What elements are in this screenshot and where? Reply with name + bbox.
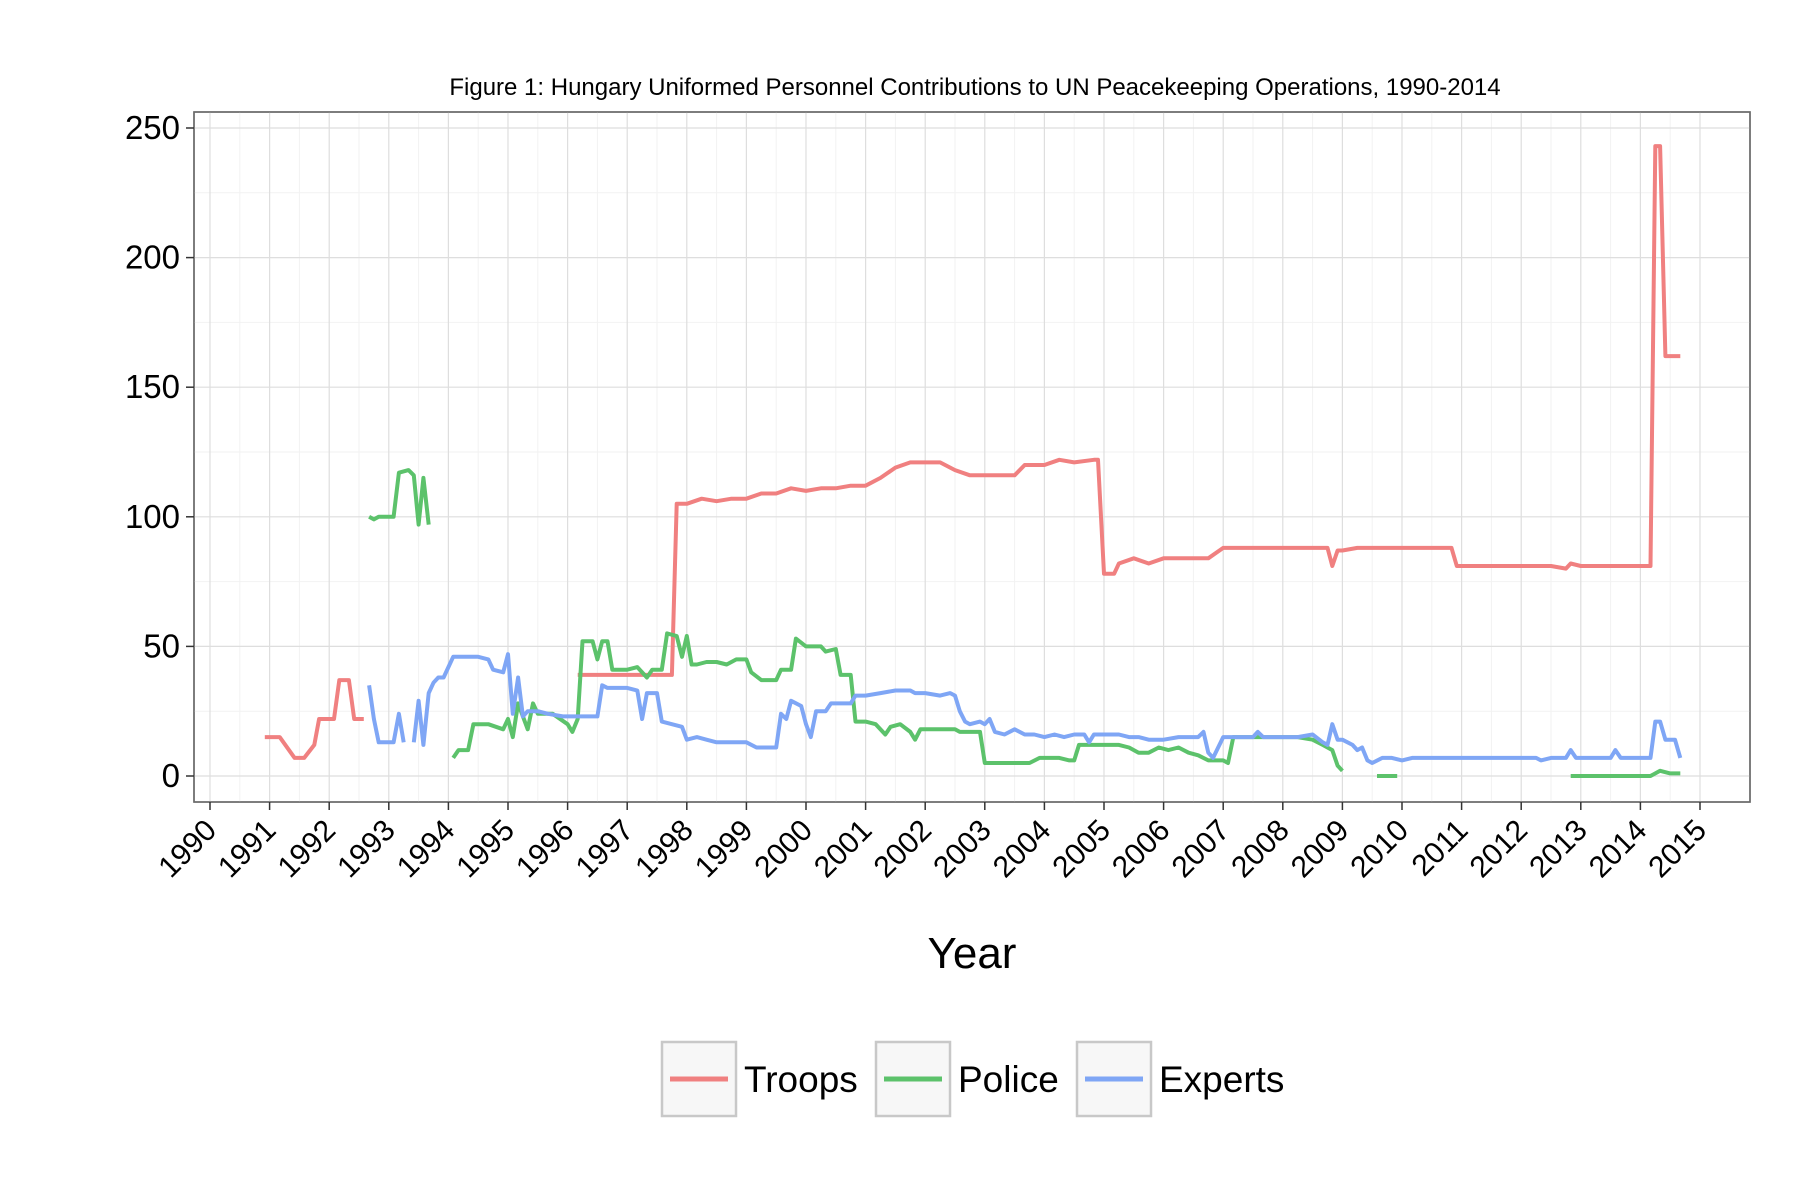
series-line-police (368, 468, 431, 527)
plot-background (193, 111, 1751, 803)
x-tick-label: 1992 (272, 814, 343, 885)
x-tick-label: 2009 (1285, 814, 1356, 885)
y-tick-label: 0 (162, 757, 180, 794)
legend: Troops Police Experts (660, 1040, 1284, 1118)
x-tick-label: 1999 (689, 814, 760, 885)
x-tick-label: 2015 (1642, 814, 1713, 885)
series-line-experts (367, 685, 406, 745)
legend-item-troops: Troops (660, 1040, 858, 1118)
y-axis: 0 50 100 150 200 250 (125, 109, 194, 794)
x-tick-label: 2006 (1106, 814, 1177, 885)
x-tick-label: 1995 (450, 814, 521, 885)
x-tick-label: 1993 (331, 814, 402, 885)
legend-item-police: Police (874, 1040, 1059, 1118)
legend-label-experts: Experts (1159, 1059, 1284, 1100)
x-tick-label: 1990 (152, 814, 223, 885)
series-line-troops (577, 144, 1681, 677)
y-tick-label: 50 (143, 627, 180, 664)
x-tick-label: 1996 (510, 814, 581, 885)
x-tick-label: 2010 (1344, 814, 1415, 885)
x-tick-label: 2001 (808, 814, 879, 885)
x-tick-label: 2014 (1583, 814, 1654, 885)
x-tick-label: 2011 (1406, 814, 1475, 883)
legend-label-police: Police (958, 1059, 1059, 1100)
y-tick-label: 250 (125, 109, 180, 146)
chart-title: Figure 1: Hungary Uniformed Personnel Co… (449, 74, 1500, 101)
y-tick-label: 200 (125, 239, 180, 276)
x-tick-label: 1991 (212, 814, 283, 885)
x-axis: 1990199119921993199419951996199719981999… (152, 802, 1713, 884)
x-tick-label: 1997 (570, 814, 641, 885)
legend-label-troops: Troops (744, 1059, 858, 1100)
legend-item-experts: Experts (1075, 1040, 1284, 1118)
x-tick-label: 2013 (1523, 814, 1594, 885)
x-tick-label: 2007 (1166, 814, 1237, 885)
x-tick-label: 2002 (868, 814, 939, 885)
x-tick-label: 2004 (987, 814, 1058, 885)
plot-frame (193, 111, 1751, 803)
y-tick-label: 100 (125, 498, 180, 535)
y-tick-label: 150 (125, 368, 180, 405)
series-layer (264, 144, 1683, 778)
series-line-troops (264, 678, 364, 760)
series-line-police (451, 631, 1344, 773)
x-axis-label: Year (928, 929, 1017, 978)
x-tick-label: 1998 (629, 814, 700, 885)
grid (194, 112, 1750, 802)
x-tick-label: 2012 (1464, 814, 1535, 885)
series-line-experts (411, 652, 1683, 765)
x-tick-label: 2003 (927, 814, 998, 885)
x-tick-label: 2008 (1225, 814, 1296, 885)
series-line-police (1570, 768, 1681, 778)
x-tick-label: 2005 (1046, 814, 1117, 885)
x-tick-label: 2000 (748, 814, 819, 885)
x-tick-label: 1994 (391, 814, 462, 885)
